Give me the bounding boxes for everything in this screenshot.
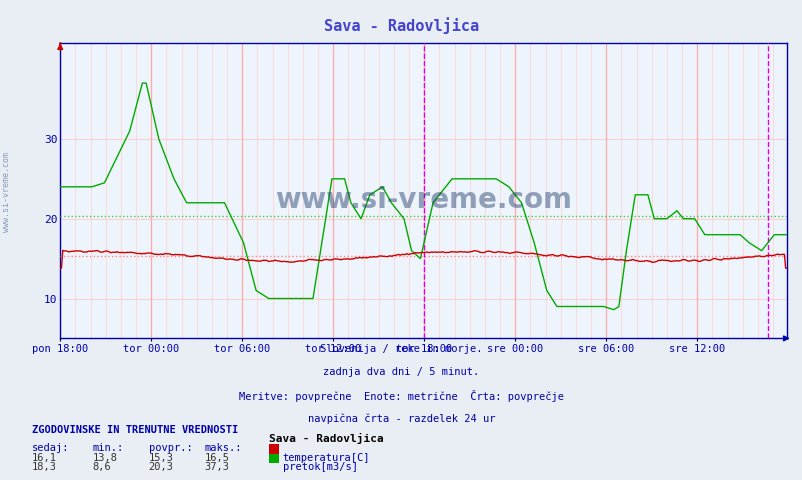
Text: Slovenija / reke in morje.: Slovenija / reke in morje.	[320, 344, 482, 354]
Text: min.:: min.:	[92, 443, 124, 453]
Text: ZGODOVINSKE IN TRENUTNE VREDNOSTI: ZGODOVINSKE IN TRENUTNE VREDNOSTI	[32, 425, 238, 435]
Text: 20,3: 20,3	[148, 462, 173, 472]
Text: Meritve: povprečne  Enote: metrične  Črta: povprečje: Meritve: povprečne Enote: metrične Črta:…	[239, 390, 563, 402]
Text: 18,3: 18,3	[32, 462, 57, 472]
Text: pretok[m3/s]: pretok[m3/s]	[282, 462, 357, 472]
Text: povpr.:: povpr.:	[148, 443, 192, 453]
Text: temperatura[C]: temperatura[C]	[282, 453, 370, 463]
Text: 16,1: 16,1	[32, 453, 57, 463]
Text: maks.:: maks.:	[205, 443, 242, 453]
Text: Sava - Radovljica: Sava - Radovljica	[323, 17, 479, 34]
Text: navpična črta - razdelek 24 ur: navpična črta - razdelek 24 ur	[307, 413, 495, 424]
Text: www.si-vreme.com: www.si-vreme.com	[275, 186, 571, 214]
Text: 15,3: 15,3	[148, 453, 173, 463]
Text: 37,3: 37,3	[205, 462, 229, 472]
Text: Sava - Radovljica: Sava - Radovljica	[269, 433, 383, 444]
Text: sedaj:: sedaj:	[32, 443, 70, 453]
Text: zadnja dva dni / 5 minut.: zadnja dva dni / 5 minut.	[323, 367, 479, 377]
Text: 8,6: 8,6	[92, 462, 111, 472]
Text: 16,5: 16,5	[205, 453, 229, 463]
Text: www.si-vreme.com: www.si-vreme.com	[2, 152, 11, 232]
Text: 13,8: 13,8	[92, 453, 117, 463]
